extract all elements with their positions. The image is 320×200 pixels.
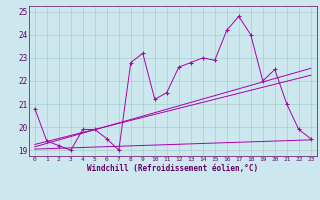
X-axis label: Windchill (Refroidissement éolien,°C): Windchill (Refroidissement éolien,°C) [87, 164, 258, 173]
